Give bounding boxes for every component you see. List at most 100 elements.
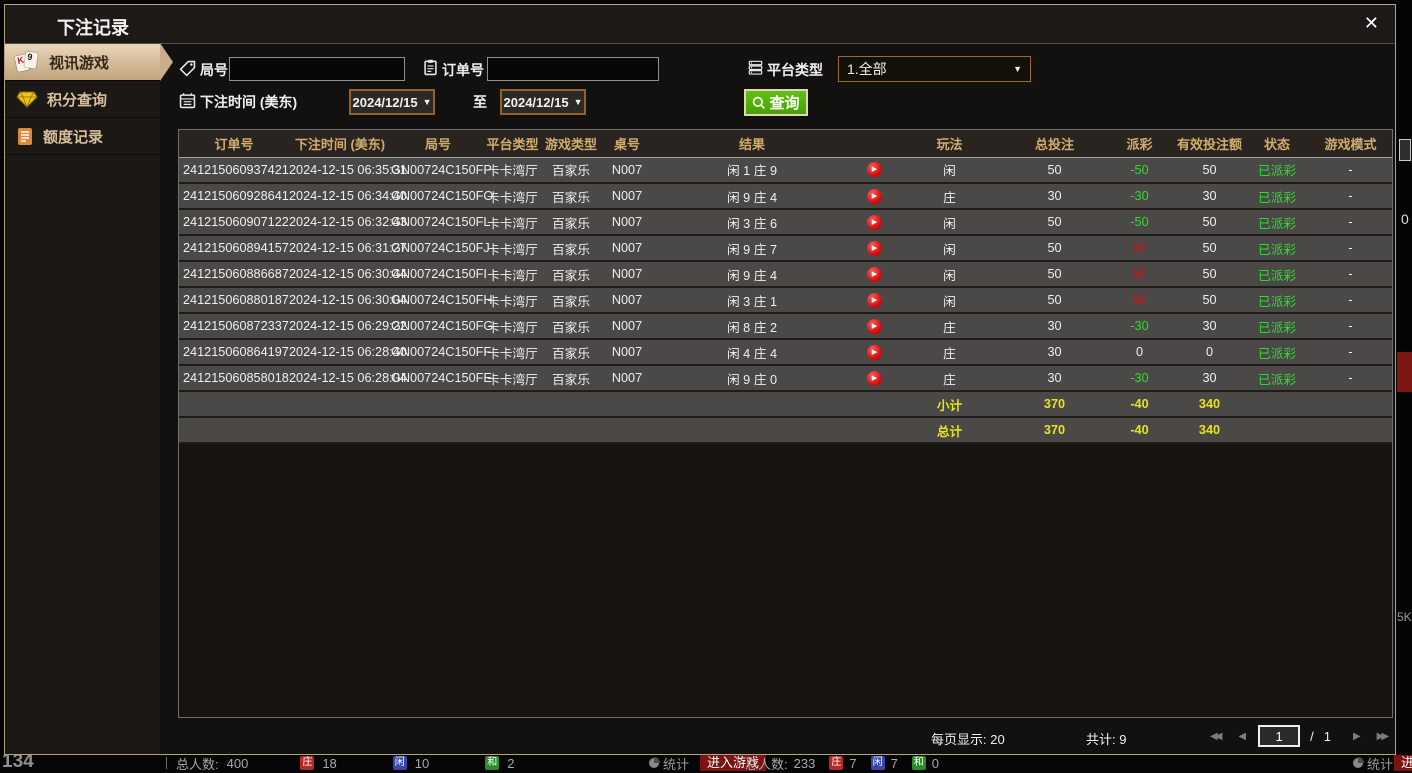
cell-game-mode: - xyxy=(1307,287,1393,313)
play-icon[interactable]: ▶ xyxy=(867,241,882,256)
cell-order-number: 241215060880187 xyxy=(179,287,289,313)
cell-bet-type: 庄 xyxy=(897,313,1002,339)
cell-round-number: GN00724C150FF xyxy=(391,339,485,365)
cell-game-mode: - xyxy=(1307,365,1393,391)
cell-bet-type: 闲 xyxy=(897,261,1002,287)
cell-table-number: N007 xyxy=(602,209,652,235)
cell-bet-type: 闲 xyxy=(897,157,1002,183)
order-number-label: 订单号 xyxy=(442,60,484,80)
cell-payout: 50 xyxy=(1107,287,1172,313)
table-stats-right: 总人数: 233 庄 7 闲 7 和 0 xyxy=(745,755,939,771)
background-fragment-text: 5K xyxy=(1397,610,1412,624)
play-icon[interactable]: ▶ xyxy=(867,371,882,386)
sidebar-item-label: 额度记录 xyxy=(43,126,103,147)
cell-valid-bet: 30 xyxy=(1172,365,1247,391)
stats-button[interactable]: 统计 xyxy=(648,755,689,771)
cell-status: 已派彩 xyxy=(1247,313,1307,339)
cell-bet-type: 闲 xyxy=(897,287,1002,313)
cell-bet-time: 2024-12-15 06:32:43 xyxy=(289,209,391,235)
cell-game-type: 百家乐 xyxy=(540,157,602,183)
prev-page-icon[interactable]: ◀ xyxy=(1238,731,1246,742)
background-fragment xyxy=(1399,139,1411,161)
round-number-input[interactable] xyxy=(229,57,405,81)
pie-chart-icon xyxy=(1352,757,1364,769)
play-icon[interactable]: ▶ xyxy=(867,162,882,177)
cell-total-bet: 50 xyxy=(1002,261,1107,287)
cell-total-bet: 50 xyxy=(1002,235,1107,261)
cell-order-number: 241215060872337 xyxy=(179,313,289,339)
first-page-icon[interactable]: ◀◀ xyxy=(1210,731,1222,742)
platform-type-value: 1.全部 xyxy=(847,59,887,79)
play-icon[interactable]: ▶ xyxy=(867,293,882,308)
play-icon[interactable]: ▶ xyxy=(867,345,882,360)
cell-table-number: N007 xyxy=(602,287,652,313)
cell-round-number: GN00724C150FP xyxy=(391,157,485,183)
date-from-picker[interactable]: 2024/12/15 ▼ xyxy=(349,89,435,115)
pie-chart-icon xyxy=(648,757,660,769)
table-row: 241215060937421 2024-12-15 06:35:31 GN00… xyxy=(179,157,1393,183)
query-button[interactable]: 查询 xyxy=(744,89,808,116)
cell-order-number: 241215060894157 xyxy=(179,235,289,261)
last-page-icon[interactable]: ▶▶ xyxy=(1377,731,1389,742)
cell-bet-time: 2024-12-15 06:35:31 xyxy=(289,157,391,183)
cell-result: 闲 4 庄 4 xyxy=(652,339,852,365)
cell-table-number: N007 xyxy=(602,365,652,391)
col-header: 派彩 xyxy=(1107,130,1172,157)
player-count: 10 xyxy=(415,756,429,771)
cell-round-number: GN00724C150FI xyxy=(391,261,485,287)
play-icon[interactable]: ▶ xyxy=(867,189,882,204)
platform-type-select[interactable]: 1.全部 ▼ xyxy=(838,56,1031,82)
players-count: 233 xyxy=(794,756,816,771)
cell-result: 闲 9 庄 4 xyxy=(652,261,852,287)
cell-game-type: 百家乐 xyxy=(540,261,602,287)
order-number-input[interactable] xyxy=(487,57,659,81)
cell-bet-time: 2024-12-15 06:30:04 xyxy=(289,287,391,313)
stats-button[interactable]: 统计 xyxy=(1352,755,1393,771)
cell-bet-time: 2024-12-15 06:34:40 xyxy=(289,183,391,209)
cell-platform: 卡卡湾厅 xyxy=(485,157,540,183)
document-icon xyxy=(16,127,34,146)
cell-payout: -50 xyxy=(1107,157,1172,183)
cell-payout: 0 xyxy=(1107,339,1172,365)
caret-down-icon: ▼ xyxy=(574,97,583,107)
cell-order-number: 241215060864197 xyxy=(179,339,289,365)
cell-platform: 卡卡湾厅 xyxy=(485,287,540,313)
cell-payout: -30 xyxy=(1107,365,1172,391)
subtotal-payout: -40 xyxy=(1107,391,1172,417)
enter-game-button[interactable]: 进入游戏 xyxy=(1394,755,1412,771)
cell-bet-time: 2024-12-15 06:31:27 xyxy=(289,235,391,261)
play-icon[interactable]: ▶ xyxy=(867,267,882,282)
table-row: 241215060872337 2024-12-15 06:29:22 GN00… xyxy=(179,313,1393,339)
sidebar-item-points-query[interactable]: 积分查询 xyxy=(5,81,160,118)
cell-valid-bet: 50 xyxy=(1172,287,1247,313)
cell-platform: 卡卡湾厅 xyxy=(485,339,540,365)
table-footer: 每页显示: 20 共计: 9 ◀◀ ◀ 1 / 1 ▶ ▶▶ xyxy=(160,718,1395,756)
col-header xyxy=(852,130,897,157)
background-bottom-bar: 134 总人数: 400 庄 18 闲 10 和 2 统计 进入游戏 总人数: … xyxy=(0,755,1412,771)
cell-game-mode: - xyxy=(1307,209,1393,235)
cell-platform: 卡卡湾厅 xyxy=(485,261,540,287)
cell-game-type: 百家乐 xyxy=(540,287,602,313)
diamond-icon xyxy=(16,91,38,108)
page-number-input[interactable]: 1 xyxy=(1258,725,1300,747)
cell-round-number: GN00724C150FL xyxy=(391,209,485,235)
play-icon[interactable]: ▶ xyxy=(867,215,882,230)
table-row: 241215060886687 2024-12-15 06:30:44 GN00… xyxy=(179,261,1393,287)
col-header: 有效投注额 xyxy=(1172,130,1247,157)
sidebar-item-quota-records[interactable]: 额度记录 xyxy=(5,118,160,155)
date-to-picker[interactable]: 2024/12/15 ▼ xyxy=(500,89,586,115)
cell-replay: ▶ xyxy=(852,261,897,287)
cell-order-number: 241215060858018 xyxy=(179,365,289,391)
players-label: 总人数: xyxy=(176,754,219,773)
cell-replay: ▶ xyxy=(852,209,897,235)
caret-down-icon: ▼ xyxy=(1013,64,1022,74)
cell-valid-bet: 30 xyxy=(1172,313,1247,339)
close-icon[interactable]: ✕ xyxy=(1364,13,1379,34)
play-icon[interactable]: ▶ xyxy=(867,319,882,334)
tie-count: 2 xyxy=(507,756,514,771)
next-page-icon[interactable]: ▶ xyxy=(1353,731,1361,742)
records-table: 订单号 下注时间 (美东) 局号 平台类型 游戏类型 桌号 结果 玩法 总投注 … xyxy=(178,129,1393,718)
tag-icon xyxy=(179,60,196,77)
cell-table-number: N007 xyxy=(602,261,652,287)
